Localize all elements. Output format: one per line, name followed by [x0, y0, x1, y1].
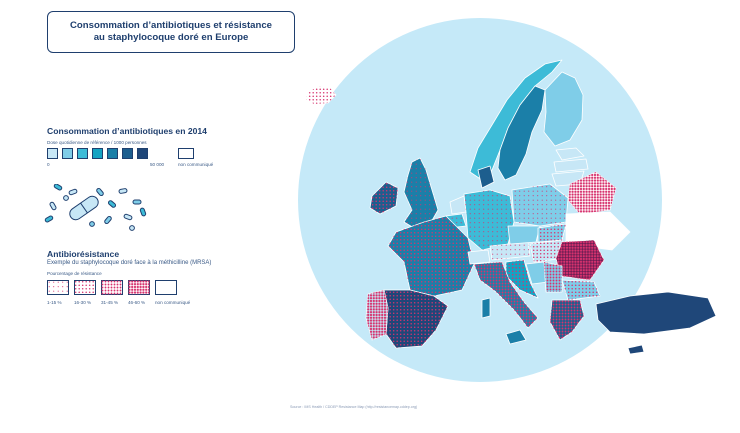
country-sicily	[505, 329, 527, 345]
country-sardinia	[481, 297, 491, 319]
resistance-no-data-swatch	[155, 280, 177, 295]
consumption-legend-subtitle: Dose quotidienne de référence / 1000 per…	[47, 140, 147, 145]
country-switzerland	[467, 249, 491, 265]
map-title-line-2: au staphylocoque doré en Europe	[93, 32, 249, 43]
country-finland	[543, 71, 584, 147]
country-estonia	[555, 147, 585, 161]
source-note: Source : IMS Health / CDDEP Resistance M…	[290, 405, 418, 409]
consumption-swatch-6	[122, 148, 133, 159]
pills-icon	[44, 184, 147, 231]
country-turkey	[595, 291, 717, 335]
resistance-class-label-1: 1-15 %	[47, 300, 62, 305]
consumption-min-label: 0	[47, 162, 50, 167]
country-denmark	[477, 165, 495, 189]
resistance-legend-subtitle: Exemple du staphylocoque doré face à la …	[47, 260, 212, 266]
resistance-class-label-3: 31-45 %	[101, 300, 119, 305]
country-norway	[469, 59, 563, 181]
country-czechia	[507, 225, 541, 245]
consumption-no-data-swatch	[178, 148, 194, 159]
map-title-line-1: Consommation d’antibiotiques et résistan…	[69, 20, 273, 31]
consumption-swatch-3	[77, 148, 88, 159]
consumption-swatch-7	[137, 148, 148, 159]
consumption-max-label: 50 000	[150, 162, 165, 167]
resistance-scale-title: Pourcentage de résistance	[47, 271, 102, 276]
resistance-legend-title: Antibiorésistance	[47, 249, 120, 259]
consumption-no-data-label: non communiqué	[178, 162, 214, 167]
consumption-legend-title: Consommation d’antibiotiques en 2014	[47, 126, 207, 136]
consumption-swatch-1	[47, 148, 58, 159]
resistance-class-label-2: 16-30 %	[74, 300, 92, 305]
country-sweden	[497, 85, 546, 181]
resistance-swatch-4	[128, 280, 150, 295]
resistance-no-data-label: non communiqué	[155, 300, 191, 305]
resistance-class-label-4: 46-60 %	[128, 300, 146, 305]
resistance-swatch-3	[101, 280, 123, 295]
country-latvia	[553, 158, 589, 173]
resistance-swatch-1	[47, 280, 69, 295]
map-title: Consommation d’antibiotiques et résistan…	[47, 11, 295, 53]
consumption-swatch-2	[62, 148, 73, 159]
country-cyprus	[627, 344, 645, 355]
consumption-swatch-5	[107, 148, 118, 159]
resistance-swatch-2	[74, 280, 96, 295]
consumption-swatch-4	[92, 148, 103, 159]
